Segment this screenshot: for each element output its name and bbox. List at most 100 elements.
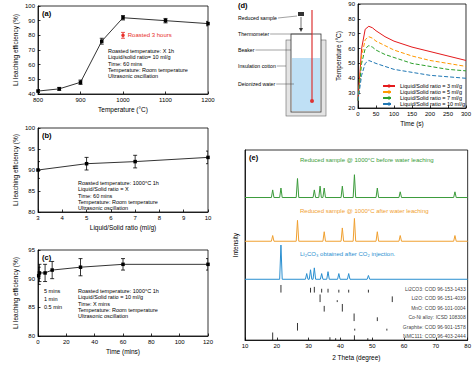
svg-text:8: 8 [158,215,162,221]
svg-text:10: 10 [205,215,212,221]
svg-text:80: 80 [148,339,155,345]
svg-text:90: 90 [28,276,35,282]
svg-text:90: 90 [28,18,35,24]
svg-text:60: 60 [120,339,127,345]
svg-text:1200: 1200 [201,97,215,103]
svg-text:Li leaching efficiency (%): Li leaching efficiency (%) [12,14,20,86]
svg-text:200: 200 [425,111,436,117]
svg-text:Liquid/Solid ratio = 10 ml/g: Liquid/Solid ratio = 10 ml/g [78,294,143,300]
svg-text:Liquid/solid ratio= 10 ml/g: Liquid/solid ratio= 10 ml/g [108,54,171,60]
svg-text:4: 4 [61,215,65,221]
svg-text:50: 50 [369,343,376,349]
svg-text:50: 50 [28,76,35,82]
svg-text:85: 85 [28,304,35,310]
svg-text:Liquid/Solid ratio (ml/g): Liquid/Solid ratio (ml/g) [90,224,156,232]
svg-text:80: 80 [28,333,35,339]
svg-text:70: 70 [433,343,440,349]
svg-text:100: 100 [25,3,36,9]
svg-text:Time: X mins: Time: X mins [78,301,110,307]
svg-text:900: 900 [75,97,86,103]
svg-text:Ultrasonic oscillation: Ultrasonic oscillation [78,205,128,211]
svg-text:Temperature (°C): Temperature (°C) [335,31,343,81]
svg-text:0: 0 [356,111,360,117]
svg-text:100: 100 [389,111,400,117]
svg-text:80: 80 [28,209,35,215]
svg-text:(e): (e) [249,153,259,162]
svg-text:Temperature: Room temperature: Temperature: Room temperature [78,307,158,313]
svg-text:80: 80 [464,343,471,349]
svg-text:Roasted temperature: X 1h: Roasted temperature: X 1h [108,48,174,54]
svg-text:Temperature: Room temperature: Temperature: Room temperature [78,199,158,205]
svg-text:1100: 1100 [159,97,173,103]
svg-text:0: 0 [36,339,40,345]
svg-text:70: 70 [348,31,355,37]
svg-text:100: 100 [175,339,186,345]
svg-text:20: 20 [273,343,280,349]
svg-text:2 Theta (degree): 2 Theta (degree) [332,354,380,362]
svg-text:40: 40 [91,339,98,345]
svg-text:95: 95 [28,146,35,152]
svg-text:90: 90 [28,167,35,173]
svg-text:(d): (d) [238,1,248,10]
svg-text:20: 20 [348,105,355,111]
svg-text:Li leaching efficiency (%): Li leaching efficiency (%) [12,134,20,206]
svg-text:9: 9 [182,215,186,221]
svg-text:150: 150 [407,111,418,117]
svg-text:Reduced sample @ 1000°C before: Reduced sample @ 1000°C before water lea… [300,157,434,163]
svg-text:90: 90 [348,1,355,7]
svg-text:Liquid/Solid ratio = X: Liquid/Solid ratio = X [78,186,129,192]
svg-text:Roasted temperature: 1000°C 1h: Roasted temperature: 1000°C 1h [78,180,159,186]
svg-text:Graphite: COD 96-901-1578: Graphite: COD 96-901-1578 [403,324,466,330]
svg-text:30: 30 [305,343,312,349]
svg-text:7: 7 [133,215,137,221]
svg-text:85: 85 [28,188,35,194]
svg-text:1 min: 1 min [44,296,57,302]
svg-text:30: 30 [348,90,355,96]
svg-text:60: 60 [28,62,35,68]
svg-text:Temperature (°C): Temperature (°C) [98,106,148,114]
svg-text:3: 3 [36,215,40,221]
svg-text:Reduced sample: Reduced sample [238,15,277,21]
svg-text:Deionized water: Deionized water [238,81,275,87]
svg-text:50: 50 [348,60,355,66]
svg-text:Co-Ni alloy: ICSD 108308: Co-Ni alloy: ICSD 108308 [408,314,465,320]
svg-text:300: 300 [461,111,472,117]
svg-text:20: 20 [63,339,70,345]
svg-text:Roasted temperature: 1000°C 1h: Roasted temperature: 1000°C 1h [78,288,159,294]
svg-text:(b): (b) [42,131,52,140]
svg-text:5 mins: 5 mins [44,288,60,294]
svg-text:100: 100 [25,125,36,131]
svg-text:120: 120 [203,339,214,345]
svg-text:40: 40 [348,75,355,81]
svg-text:0.5 min: 0.5 min [44,304,62,310]
svg-text:60: 60 [348,46,355,52]
svg-text:Li2CO3: COD 96-153-1433: Li2CO3: COD 96-153-1433 [405,286,466,292]
svg-text:6: 6 [109,215,113,221]
svg-text:70: 70 [28,47,35,53]
svg-text:(c): (c) [42,253,52,262]
svg-text:Roasted 3 hours: Roasted 3 hours [128,32,172,38]
svg-text:5: 5 [85,215,89,221]
svg-text:Li leaching efficiency (%): Li leaching efficiency (%) [12,257,20,329]
svg-text:Time (s): Time (s) [400,120,424,128]
svg-text:10: 10 [242,343,249,349]
svg-text:1000: 1000 [116,97,130,103]
svg-text:60: 60 [401,343,408,349]
svg-text:250: 250 [443,111,454,117]
svg-text:Time: 60 mins: Time: 60 mins [78,193,113,199]
svg-text:80: 80 [28,32,35,38]
svg-text:Thermometer: Thermometer [238,31,269,37]
svg-text:50: 50 [373,111,380,117]
svg-text:800: 800 [33,97,44,103]
svg-text:Ultrasonic oscillation: Ultrasonic oscillation [108,73,158,79]
svg-text:Ultrasonic oscillation: Ultrasonic oscillation [78,313,128,319]
svg-text:(a): (a) [42,9,52,18]
svg-text:80: 80 [348,16,355,22]
svg-text:Temperature: Room temperature: Temperature: Room temperature [108,67,188,73]
svg-text:Beaker: Beaker [238,47,255,53]
svg-text:40: 40 [337,343,344,349]
svg-text:Li₂CO₃ obtained after CO₂ inje: Li₂CO₃ obtained after CO₂ injection. [300,251,395,257]
svg-text:Li2O: COD 96-151-4039: Li2O: COD 96-151-4039 [411,295,465,301]
svg-text:Intensity: Intensity [232,232,240,257]
svg-text:95: 95 [28,247,35,253]
